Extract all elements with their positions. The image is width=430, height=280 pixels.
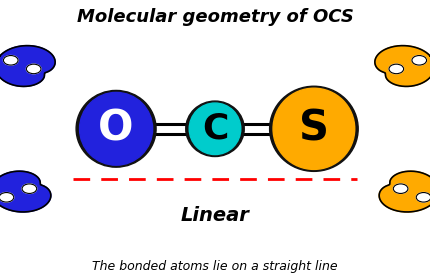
Text: The bonded atoms lie on a straight line: The bonded atoms lie on a straight line — [92, 260, 338, 273]
Ellipse shape — [76, 90, 156, 167]
Ellipse shape — [80, 92, 153, 165]
Ellipse shape — [186, 101, 244, 157]
Text: O: O — [98, 108, 134, 150]
Ellipse shape — [273, 88, 355, 169]
Text: Molecular geometry of OCS: Molecular geometry of OCS — [77, 8, 353, 26]
Circle shape — [3, 55, 18, 65]
Circle shape — [26, 64, 41, 74]
Text: C: C — [202, 112, 228, 146]
Text: S: S — [299, 108, 329, 150]
Circle shape — [416, 193, 430, 202]
Circle shape — [412, 55, 427, 65]
Polygon shape — [0, 46, 55, 87]
Circle shape — [0, 193, 14, 202]
Circle shape — [389, 64, 404, 74]
Polygon shape — [379, 171, 430, 212]
Ellipse shape — [189, 103, 241, 155]
Polygon shape — [375, 46, 430, 87]
Ellipse shape — [270, 86, 358, 171]
Circle shape — [393, 184, 408, 193]
Polygon shape — [0, 171, 51, 212]
Circle shape — [22, 184, 37, 193]
Text: Linear: Linear — [181, 206, 249, 225]
